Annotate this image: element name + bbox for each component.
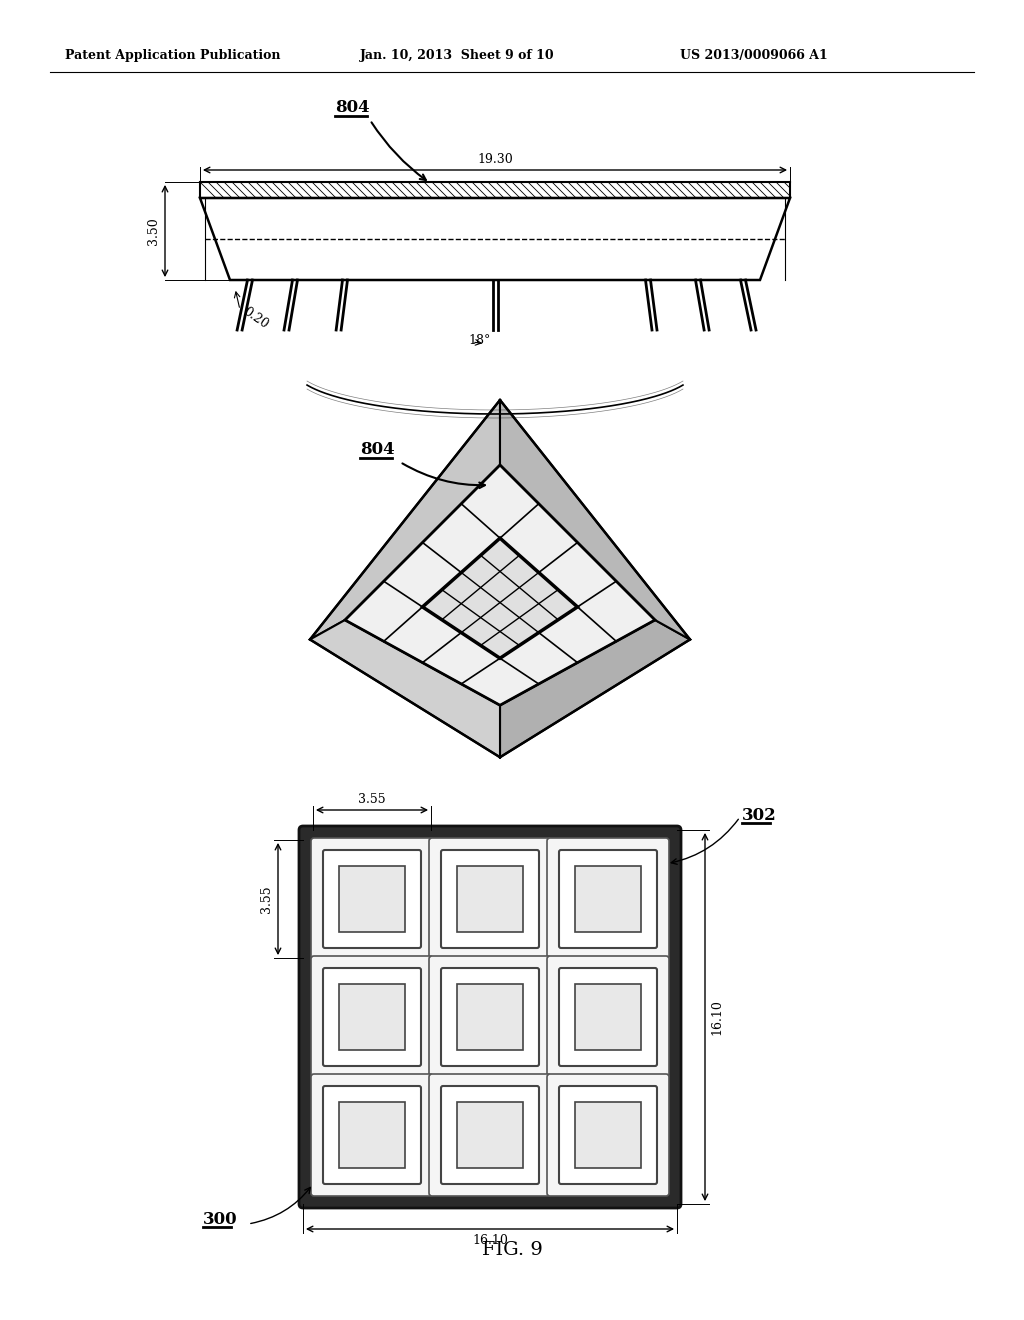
Text: Jan. 10, 2013  Sheet 9 of 10: Jan. 10, 2013 Sheet 9 of 10 [360,49,555,62]
FancyBboxPatch shape [441,850,539,948]
Text: 3.55: 3.55 [260,886,273,913]
FancyBboxPatch shape [559,850,657,948]
Text: Patent Application Publication: Patent Application Publication [65,49,281,62]
Text: 0.20: 0.20 [240,305,270,331]
Bar [575,983,641,1049]
Text: 804: 804 [335,99,370,116]
Text: 3.55: 3.55 [358,793,386,807]
FancyBboxPatch shape [547,1074,669,1196]
FancyBboxPatch shape [547,956,669,1078]
Bar [457,866,523,932]
Text: US 2013/0009066 A1: US 2013/0009066 A1 [680,49,827,62]
Bar [339,983,406,1049]
FancyBboxPatch shape [311,1074,433,1196]
FancyBboxPatch shape [299,826,681,1208]
Bar [457,983,523,1049]
FancyBboxPatch shape [559,968,657,1067]
Polygon shape [500,400,690,639]
Text: 16.10: 16.10 [472,1234,508,1247]
Polygon shape [345,465,655,705]
Bar [457,1102,523,1168]
FancyBboxPatch shape [429,1074,551,1196]
FancyBboxPatch shape [559,1086,657,1184]
Text: 3.50: 3.50 [147,216,160,246]
FancyBboxPatch shape [441,968,539,1067]
Text: 16.10: 16.10 [710,999,723,1035]
Text: 804: 804 [360,441,394,458]
Bar [339,1102,406,1168]
Text: FIG. 9: FIG. 9 [481,1241,543,1259]
FancyBboxPatch shape [323,1086,421,1184]
FancyBboxPatch shape [429,838,551,960]
Polygon shape [310,620,500,758]
FancyBboxPatch shape [429,956,551,1078]
Bar [575,866,641,932]
Text: 19.30: 19.30 [477,153,513,166]
FancyBboxPatch shape [323,968,421,1067]
Polygon shape [423,539,578,659]
Polygon shape [310,400,500,639]
Text: 302: 302 [742,807,777,824]
FancyBboxPatch shape [311,838,433,960]
FancyBboxPatch shape [311,956,433,1078]
Bar [339,866,406,932]
FancyBboxPatch shape [547,838,669,960]
FancyBboxPatch shape [441,1086,539,1184]
Bar [575,1102,641,1168]
Text: 300: 300 [203,1210,238,1228]
Text: 18°: 18° [469,334,492,346]
FancyBboxPatch shape [323,850,421,948]
Polygon shape [500,620,690,758]
